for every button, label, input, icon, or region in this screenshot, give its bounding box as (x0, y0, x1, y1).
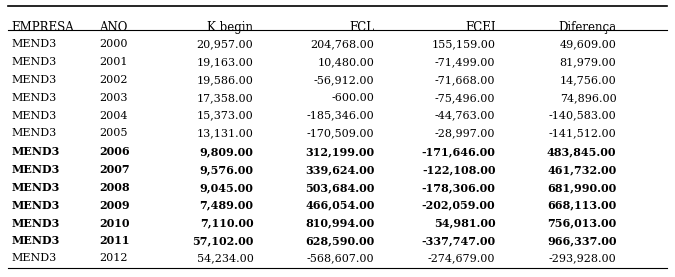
Text: 49,609.00: 49,609.00 (560, 39, 616, 49)
Text: 503,684.00: 503,684.00 (305, 182, 375, 193)
Text: MEND3: MEND3 (11, 57, 57, 67)
Text: 339,624.00: 339,624.00 (305, 164, 375, 175)
Text: 2004: 2004 (99, 111, 128, 120)
Text: -274,679.00: -274,679.00 (428, 253, 495, 263)
Text: 19,163.00: 19,163.00 (196, 57, 254, 67)
Text: -75,496.00: -75,496.00 (435, 93, 495, 103)
Text: 7,110.00: 7,110.00 (200, 217, 254, 229)
Text: 9,809.00: 9,809.00 (200, 146, 254, 157)
Text: MEND3: MEND3 (11, 75, 57, 85)
Text: -122,108.00: -122,108.00 (422, 164, 495, 175)
Text: MEND3: MEND3 (11, 182, 60, 193)
Text: 13,131.00: 13,131.00 (196, 129, 254, 138)
Text: 54,981.00: 54,981.00 (434, 217, 495, 229)
Text: -171,646.00: -171,646.00 (422, 146, 495, 157)
Text: -28,997.00: -28,997.00 (435, 129, 495, 138)
Text: 2007: 2007 (99, 164, 130, 175)
Text: MEND3: MEND3 (11, 253, 57, 263)
Text: 155,159.00: 155,159.00 (431, 39, 495, 49)
Text: 57,102.00: 57,102.00 (192, 235, 254, 246)
Text: 7,489.00: 7,489.00 (200, 200, 254, 211)
Text: -185,346.00: -185,346.00 (306, 111, 375, 120)
Text: 756,013.00: 756,013.00 (547, 217, 616, 229)
Text: -71,499.00: -71,499.00 (435, 57, 495, 67)
Text: 19,586.00: 19,586.00 (196, 75, 254, 85)
Text: 461,732.00: 461,732.00 (547, 164, 616, 175)
Text: -178,306.00: -178,306.00 (422, 182, 495, 193)
Text: 2000: 2000 (99, 39, 128, 49)
Text: MEND3: MEND3 (11, 129, 57, 138)
Text: 2001: 2001 (99, 57, 128, 67)
Text: 966,337.00: 966,337.00 (547, 235, 616, 246)
Text: 2010: 2010 (99, 217, 130, 229)
Text: 2002: 2002 (99, 75, 128, 85)
Text: 204,768.00: 204,768.00 (310, 39, 375, 49)
Text: -71,668.00: -71,668.00 (435, 75, 495, 85)
Text: MEND3: MEND3 (11, 39, 57, 49)
Text: 466,054.00: 466,054.00 (305, 200, 375, 211)
Text: -141,512.00: -141,512.00 (549, 129, 616, 138)
Text: 17,358.00: 17,358.00 (196, 93, 254, 103)
Text: MEND3: MEND3 (11, 235, 60, 246)
Text: Diferença: Diferença (558, 20, 616, 34)
Text: FCL: FCL (350, 20, 375, 34)
Text: -337,747.00: -337,747.00 (421, 235, 495, 246)
Text: 14,756.00: 14,756.00 (560, 75, 616, 85)
Text: 54,234.00: 54,234.00 (196, 253, 254, 263)
Text: EMPRESA: EMPRESA (11, 20, 74, 34)
Text: 9,045.00: 9,045.00 (200, 182, 254, 193)
Text: 74,896.00: 74,896.00 (560, 93, 616, 103)
Text: 681,990.00: 681,990.00 (547, 182, 616, 193)
Text: 10,480.00: 10,480.00 (318, 57, 375, 67)
Text: 2003: 2003 (99, 93, 128, 103)
Text: 312,199.00: 312,199.00 (305, 146, 375, 157)
Text: -170,509.00: -170,509.00 (307, 129, 375, 138)
Text: 9,576.00: 9,576.00 (200, 164, 254, 175)
Text: MEND3: MEND3 (11, 93, 57, 103)
Text: 628,590.00: 628,590.00 (305, 235, 375, 246)
Text: 2012: 2012 (99, 253, 128, 263)
Text: 20,957.00: 20,957.00 (196, 39, 254, 49)
Text: 2006: 2006 (99, 146, 130, 157)
Text: MEND3: MEND3 (11, 164, 60, 175)
Text: -600.00: -600.00 (331, 93, 375, 103)
Text: MEND3: MEND3 (11, 217, 60, 229)
Text: -568,607.00: -568,607.00 (307, 253, 375, 263)
Text: -44,763.00: -44,763.00 (435, 111, 495, 120)
Text: MEND3: MEND3 (11, 200, 60, 211)
Text: -202,059.00: -202,059.00 (422, 200, 495, 211)
Text: 2005: 2005 (99, 129, 128, 138)
Text: 15,373.00: 15,373.00 (196, 111, 254, 120)
Text: 483,845.00: 483,845.00 (547, 146, 616, 157)
Text: 2008: 2008 (99, 182, 130, 193)
Text: -140,583.00: -140,583.00 (549, 111, 616, 120)
Text: 81,979.00: 81,979.00 (560, 57, 616, 67)
Text: 2009: 2009 (99, 200, 130, 211)
Text: FCEI: FCEI (465, 20, 495, 34)
Text: 2011: 2011 (99, 235, 130, 246)
Text: -293,928.00: -293,928.00 (549, 253, 616, 263)
Text: K begin: K begin (207, 20, 254, 34)
Text: 668,113.00: 668,113.00 (547, 200, 616, 211)
Text: 810,994.00: 810,994.00 (305, 217, 375, 229)
Text: -56,912.00: -56,912.00 (314, 75, 375, 85)
Text: ANO: ANO (99, 20, 127, 34)
Text: MEND3: MEND3 (11, 111, 57, 120)
Text: MEND3: MEND3 (11, 146, 60, 157)
